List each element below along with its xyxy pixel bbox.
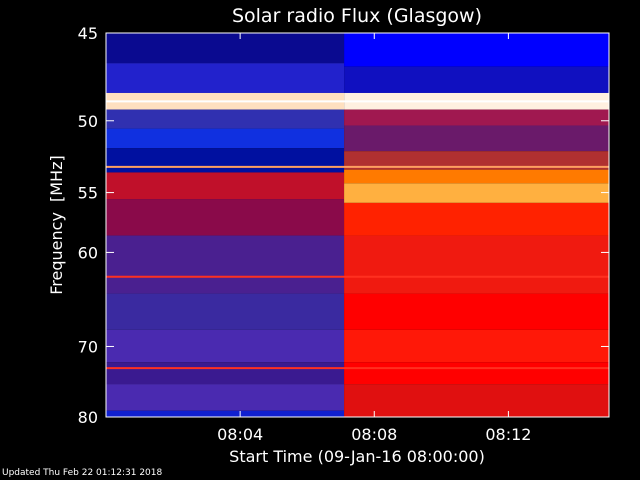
y-tick-label: 70	[78, 337, 98, 356]
heatmap-cell	[344, 235, 609, 294]
heatmap-cell	[344, 151, 609, 170]
heatmap-cell	[106, 128, 345, 149]
heatmap-cell	[106, 109, 345, 129]
x-tick-label: 08:08	[351, 425, 397, 444]
x-tick-label: 08:12	[485, 425, 531, 444]
heatmap-cell	[106, 33, 345, 64]
heatmap-cell	[106, 410, 345, 417]
heatmap-cell	[106, 384, 345, 411]
heatmap-cell	[344, 202, 609, 236]
x-axis-label: Start Time (09-Jan-16 08:00:00)	[229, 447, 485, 466]
y-tick-label: 45	[78, 24, 98, 43]
y-axis-label-close-bracket: ]	[47, 155, 66, 161]
y-tick-label: 80	[78, 408, 98, 427]
x-tick-label: 08:04	[217, 425, 263, 444]
heatmap-cell	[106, 148, 345, 173]
y-axis-label: Frequency [MHz]	[47, 155, 66, 294]
heatmap-cell	[106, 329, 345, 363]
chart-title: Solar radio Flux (Glasgow)	[232, 5, 482, 27]
updated-timestamp: Updated Thu Feb 22 01:12:31 2018	[2, 468, 163, 478]
tick-layer: 08:04 08:08 08:12 45 50 55 60 70 80	[78, 24, 609, 444]
heatmap-cell	[106, 63, 345, 93]
heatmap-cell	[106, 235, 345, 294]
heatmap-cell	[344, 66, 609, 93]
y-axis-label-text: Frequency	[47, 212, 66, 295]
y-tick-label: 50	[78, 112, 98, 131]
heatmap-cell	[344, 362, 609, 385]
y-tick-label: 55	[78, 184, 98, 203]
heatmap-cell	[344, 329, 609, 363]
plot-frame	[105, 32, 610, 418]
y-axis-label-unit: MHz	[47, 162, 66, 196]
y-axis-label-open-bracket: [	[47, 196, 66, 202]
heatmap-cell	[106, 293, 345, 330]
heatmap-cell	[344, 33, 609, 67]
heatmap-cell	[106, 199, 345, 236]
heatmap-cell	[344, 293, 609, 330]
emission-lines-layer	[106, 100, 609, 370]
heatmap-cell	[344, 109, 609, 126]
heatmap-layer	[106, 33, 609, 417]
heatmap-cell	[106, 362, 345, 385]
heatmap-cell	[106, 172, 345, 200]
heatmap-cell	[344, 183, 609, 203]
heatmap-cell	[344, 125, 609, 152]
heatmap-cell	[344, 384, 609, 417]
heatmap-cell	[344, 169, 609, 184]
y-tick-label: 60	[78, 243, 98, 262]
